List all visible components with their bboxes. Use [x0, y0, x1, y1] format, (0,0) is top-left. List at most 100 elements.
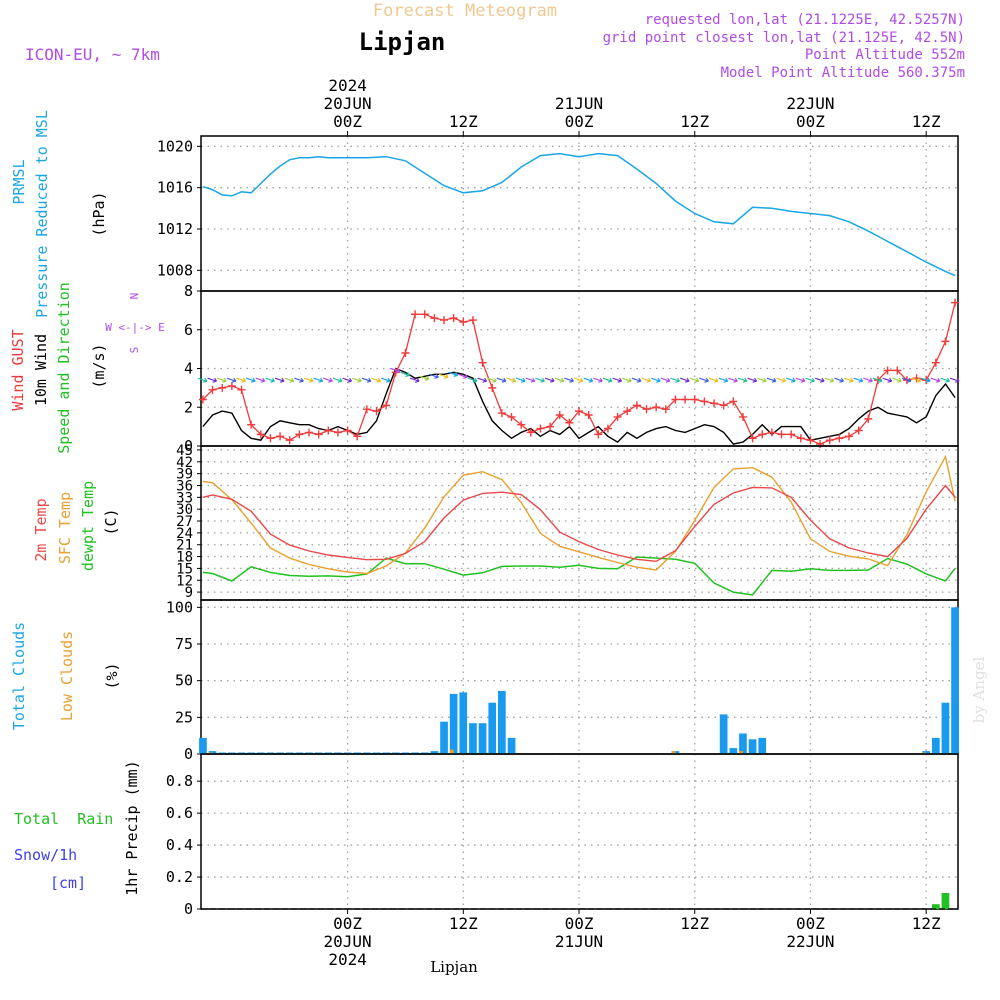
- total-cloud-bar: [459, 692, 468, 754]
- top-time-label: 2024: [328, 76, 367, 95]
- wind-direction-arrow: [785, 377, 796, 383]
- top-time-label: 22JUN: [786, 94, 834, 113]
- gust-marker: [468, 316, 477, 325]
- wind-direction-arrow: [930, 377, 941, 383]
- wind-direction-arrow: [303, 377, 314, 383]
- gust-marker: [931, 358, 940, 367]
- wind-direction-arrow: [506, 377, 517, 383]
- gust-marker: [227, 381, 236, 390]
- wind-direction-arrow: [795, 377, 806, 383]
- wind-direction-arrow: [323, 377, 333, 383]
- total-cloud-bar: [199, 737, 207, 754]
- pressure-ytick-label: 1008: [157, 261, 193, 279]
- temperature-ytick-label: 33: [176, 490, 193, 506]
- wind-direction-arrow: [236, 377, 247, 383]
- gust-marker: [584, 411, 593, 419]
- low-cloud-bar: [739, 751, 743, 754]
- gust-marker: [893, 366, 902, 375]
- gust-marker: [767, 428, 776, 437]
- total-cloud-bar: [739, 733, 747, 754]
- bottom-time-label: 12Z: [449, 914, 478, 933]
- clouds-label-line2: Low Clouds: [58, 631, 76, 721]
- wind-direction-arrow: [660, 377, 671, 383]
- total-cloud-bar: [758, 737, 767, 754]
- gust-marker: [613, 412, 622, 421]
- precip-side-label: Total Rain Snow/1h [cm] 1hr Precip (mm): [14, 760, 141, 895]
- precipitation-panel: 0 0.2 0.4 0.6 0.8: [166, 753, 959, 918]
- wind-direction-arrow: [245, 377, 256, 383]
- location-title: Lipjan: [359, 28, 446, 56]
- clouds-ytick-label: 50: [175, 672, 193, 690]
- total-cloud-bar: [488, 702, 497, 754]
- wind-direction-arrow: [515, 377, 526, 383]
- gust-marker: [382, 401, 391, 410]
- gust-marker: [295, 430, 304, 439]
- gust-marker: [411, 310, 420, 319]
- wind-direction-arrow: [284, 377, 295, 383]
- wind-direction-arrow: [409, 377, 420, 383]
- gust-marker: [266, 434, 275, 443]
- pressure-ytick-label: 1016: [157, 179, 193, 197]
- bottom-time-label: 00Z: [333, 914, 362, 933]
- wind-direction-arrows: [197, 367, 960, 383]
- precipitation-ytick-label: 0: [184, 900, 193, 918]
- wind-ytick-label: 8: [184, 282, 193, 300]
- requested-coords: requested lon,lat (21.1225E, 42.5257N): [645, 12, 965, 28]
- wind-ytick-label: 4: [184, 360, 193, 378]
- gust-marker: [623, 407, 632, 416]
- point-altitude: Point Altitude 552m: [805, 47, 965, 63]
- clouds-ytick-label: 75: [175, 635, 193, 653]
- watermark: by Angel: [970, 656, 988, 723]
- gust-marker: [565, 418, 574, 427]
- gust-marker: [681, 395, 690, 404]
- wind-direction-arrow: [525, 377, 536, 383]
- wind-direction-arrow: [564, 377, 574, 383]
- wind-direction-arrow: [689, 377, 700, 383]
- pressure-unit: (hPa): [90, 191, 108, 236]
- wind-direction-arrow: [650, 377, 661, 383]
- temperature-ytick-label: 18: [176, 550, 193, 566]
- gust-marker: [671, 395, 680, 404]
- gust-marker: [333, 428, 342, 437]
- gust-marker: [835, 434, 844, 443]
- gust-marker: [526, 428, 535, 437]
- wind-direction-arrow: [573, 377, 584, 383]
- temperature-ytick-label: 30: [176, 502, 193, 518]
- wind-direction-arrow: [313, 377, 324, 383]
- wind-direction-arrow: [622, 377, 632, 383]
- gust-marker: [478, 358, 487, 367]
- wind-direction-arrow: [342, 377, 353, 383]
- wind-direction-arrow: [226, 377, 237, 383]
- wind-direction-arrow: [371, 377, 382, 383]
- wind-direction-arrow: [863, 377, 873, 383]
- gust-marker: [603, 424, 612, 433]
- top-time-label: 21JUN: [555, 94, 603, 113]
- gust-marker: [883, 366, 892, 375]
- wind-direction-arrow: [920, 377, 931, 383]
- gust-marker: [594, 430, 603, 439]
- wind-direction-arrow: [496, 377, 507, 383]
- wind-direction-arrow: [544, 377, 555, 383]
- gust-marker: [276, 432, 285, 441]
- low-cloud-bar: [671, 751, 676, 754]
- pressure-line: [202, 152, 956, 277]
- gust-marker: [710, 399, 719, 408]
- gust-marker: [632, 401, 641, 410]
- gust-marker: [719, 401, 728, 410]
- wind-direction-arrow: [901, 377, 912, 383]
- clouds-unit: (%): [103, 662, 121, 689]
- wind-direction-arrow: [670, 377, 680, 383]
- wind-direction-arrow: [554, 377, 565, 383]
- gust-marker: [488, 383, 497, 392]
- temp-label-line3: dewpt Temp: [79, 481, 97, 571]
- gust-marker: [343, 426, 352, 435]
- wind-side-label: Wind GUST 10m Wind Speed and Direction (…: [9, 282, 165, 454]
- gust-marker: [497, 409, 506, 418]
- total-cloud-bar: [440, 721, 448, 754]
- wind-direction-arrow: [352, 377, 362, 383]
- chart-title: Forecast Meteogram: [373, 1, 557, 21]
- wind-direction-arrow: [708, 377, 719, 383]
- temperature-ytick-label: 24: [176, 526, 193, 542]
- wind-direction-arrow: [872, 377, 883, 383]
- temp-2m-line: [202, 484, 956, 563]
